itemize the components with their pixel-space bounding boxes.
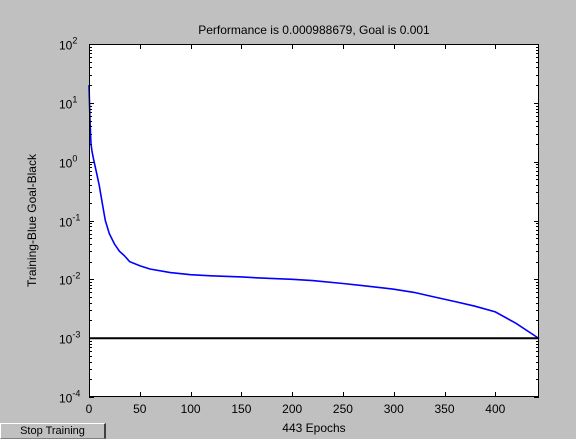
x-tick-label: 250	[333, 402, 353, 416]
training-performance-line	[88, 85, 540, 340]
y-tick-label: 10-2	[59, 271, 80, 288]
x-tick-label: 400	[485, 402, 505, 416]
x-tick-label: 100	[181, 402, 201, 416]
x-tick-label: 350	[435, 402, 455, 416]
x-tick-label: 300	[384, 402, 404, 416]
x-tick-label: 150	[231, 402, 251, 416]
x-tick-label: 0	[86, 402, 93, 416]
y-tick-label: 100	[59, 154, 77, 171]
y-tick-label: 101	[59, 95, 77, 112]
x-tick-label: 50	[133, 402, 147, 416]
y-tick-label: 10-4	[59, 389, 80, 406]
axes-area	[89, 44, 539, 397]
axes-frame	[89, 44, 539, 397]
y-tick-label: 102	[59, 36, 77, 53]
y-tick-label: 10-3	[59, 330, 80, 347]
plot-title: Performance is 0.000988679, Goal is 0.00…	[198, 23, 430, 37]
y-tick-label: 10-1	[59, 213, 80, 230]
stop-training-button[interactable]: Stop Training	[0, 423, 106, 439]
x-tick-label: 200	[282, 402, 302, 416]
series-layer	[88, 85, 540, 340]
ticks-layer: 0 50 100 150 200 250 300 350 400 10-4 10-3 10-2 10-1…	[59, 36, 539, 416]
y-axis-label: Training-Blue Goal-Black	[25, 153, 39, 287]
x-axis-label: 443 Epochs	[282, 421, 345, 435]
